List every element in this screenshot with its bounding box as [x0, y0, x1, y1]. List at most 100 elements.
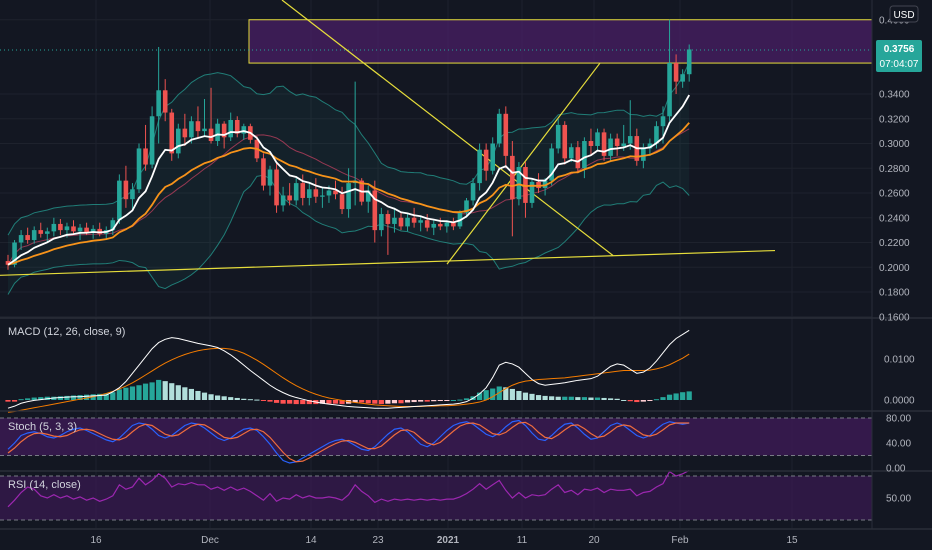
candle[interactable]: [398, 211, 404, 231]
candle[interactable]: [680, 69, 685, 88]
resistance-zone[interactable]: [248, 19, 873, 64]
candle[interactable]: [274, 162, 279, 213]
macd-pane-label[interactable]: MACD (12, 26, close, 9): [8, 326, 125, 338]
candle[interactable]: [575, 141, 581, 174]
stoch-pane[interactable]: [0, 417, 872, 464]
candle[interactable]: [392, 207, 397, 233]
candle[interactable]: [38, 222, 44, 238]
price-pane[interactable]: [0, 0, 873, 295]
candle[interactable]: [569, 143, 574, 163]
candle[interactable]: [438, 217, 443, 231]
candle[interactable]: [71, 220, 76, 234]
candle[interactable]: [234, 116, 240, 138]
candle[interactable]: [261, 153, 266, 191]
currency-button[interactable]: USD: [889, 5, 919, 23]
candle[interactable]: [25, 227, 30, 244]
candle[interactable]: [673, 54, 679, 94]
candle[interactable]: [110, 217, 116, 236]
rsi-pane[interactable]: [0, 469, 872, 521]
candle[interactable]: [431, 220, 437, 236]
descending-trendline[interactable]: [281, 0, 614, 256]
candle[interactable]: [385, 210, 391, 255]
candle[interactable]: [5, 254, 11, 270]
candle[interactable]: [307, 183, 312, 206]
candle[interactable]: [228, 112, 233, 142]
candle[interactable]: [346, 168, 351, 218]
candle[interactable]: [496, 108, 502, 148]
candle[interactable]: [156, 46, 161, 144]
candle[interactable]: [588, 128, 594, 156]
candle[interactable]: [470, 178, 476, 206]
candle[interactable]: [510, 141, 515, 237]
candle[interactable]: [208, 87, 214, 144]
candle[interactable]: [464, 197, 469, 218]
macd-signal-line[interactable]: [7, 347, 690, 413]
macd-line[interactable]: [7, 329, 690, 409]
ascending-trendline[interactable]: [446, 62, 601, 265]
support-trendline[interactable]: [0, 249, 776, 276]
candle[interactable]: [18, 230, 24, 250]
candle[interactable]: [215, 118, 220, 146]
stoch-k-line[interactable]: [7, 419, 690, 464]
macd-pane[interactable]: [5, 329, 692, 413]
candle[interactable]: [287, 183, 292, 206]
ema-slow-line[interactable]: [7, 122, 690, 266]
candle[interactable]: [686, 44, 692, 82]
candle[interactable]: [182, 113, 188, 146]
candle[interactable]: [444, 220, 450, 233]
candle[interactable]: [51, 217, 57, 237]
candle[interactable]: [379, 207, 384, 237]
candle[interactable]: [601, 128, 607, 161]
candle[interactable]: [614, 133, 620, 156]
candle[interactable]: [339, 186, 345, 215]
candle[interactable]: [267, 165, 273, 196]
candle[interactable]: [136, 143, 142, 194]
candle[interactable]: [365, 185, 371, 213]
candle[interactable]: [483, 143, 489, 181]
candle[interactable]: [31, 226, 37, 244]
candle[interactable]: [313, 178, 319, 203]
candle[interactable]: [176, 123, 181, 159]
candle[interactable]: [130, 183, 135, 211]
candle[interactable]: [293, 178, 299, 206]
candle[interactable]: [490, 137, 495, 175]
candle[interactable]: [451, 217, 456, 231]
price-axis[interactable]: 0.40000.34000.32000.30000.28000.26000.24…: [879, 15, 915, 504]
candle[interactable]: [280, 186, 286, 212]
candle[interactable]: [372, 180, 378, 243]
candle[interactable]: [117, 174, 122, 224]
candle[interactable]: [58, 218, 63, 236]
candle[interactable]: [549, 143, 554, 186]
ema-fast-line[interactable]: [7, 94, 690, 266]
stoch-pane-label[interactable]: Stoch (5, 3, 3): [8, 421, 77, 433]
candle[interactable]: [45, 227, 50, 243]
candle[interactable]: [627, 100, 633, 150]
candle[interactable]: [123, 165, 129, 208]
candle[interactable]: [169, 108, 175, 161]
candle[interactable]: [595, 128, 600, 151]
pane-dividers[interactable]: [0, 0, 932, 530]
rsi-pane-label[interactable]: RSI (14, close): [8, 479, 81, 491]
candle[interactable]: [529, 178, 535, 208]
candle[interactable]: [424, 214, 430, 232]
candle[interactable]: [503, 106, 509, 169]
candle[interactable]: [300, 174, 306, 206]
stoch-d-line[interactable]: [7, 421, 690, 463]
candle[interactable]: [149, 106, 155, 169]
candle[interactable]: [143, 124, 148, 171]
candle[interactable]: [162, 79, 168, 122]
candle[interactable]: [562, 121, 568, 165]
candle[interactable]: [667, 19, 672, 122]
candle[interactable]: [418, 216, 423, 232]
candle[interactable]: [202, 98, 207, 137]
candle[interactable]: [195, 106, 201, 139]
candle[interactable]: [555, 118, 561, 154]
candle[interactable]: [608, 133, 613, 161]
candle[interactable]: [97, 222, 102, 237]
candle[interactable]: [523, 162, 528, 218]
candle[interactable]: [411, 207, 417, 228]
time-axis[interactable]: 16 Dec 14 23 2021 11 20 Feb 15: [90, 535, 798, 546]
candle[interactable]: [477, 143, 482, 191]
candle[interactable]: [405, 212, 410, 232]
